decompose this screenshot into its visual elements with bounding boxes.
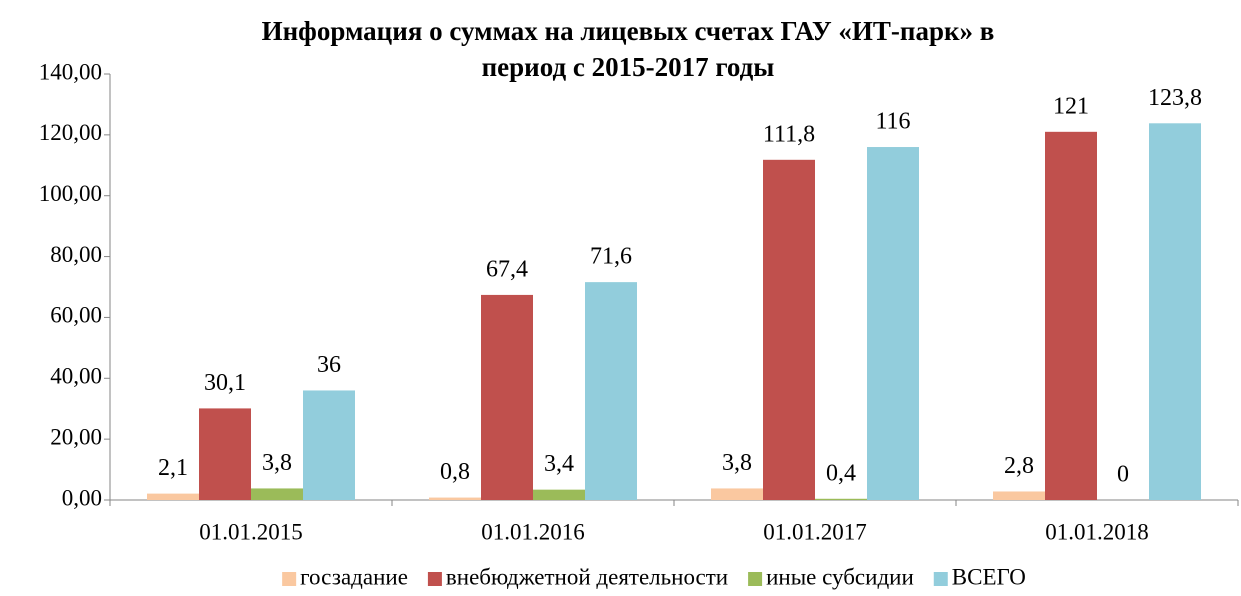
bar bbox=[815, 498, 867, 500]
bar bbox=[199, 408, 251, 500]
y-tick-label: 140,00 bbox=[39, 59, 102, 84]
bar bbox=[481, 294, 533, 500]
data-label: 2,1 bbox=[158, 455, 188, 481]
y-tick-label: 20,00 bbox=[50, 424, 102, 449]
data-label: 36 bbox=[317, 352, 341, 378]
y-tick-label: 40,00 bbox=[50, 364, 102, 389]
legend-label: госзадание bbox=[300, 564, 408, 589]
bar bbox=[429, 497, 481, 500]
legend-label: ВСЕГО bbox=[952, 564, 1026, 589]
data-label: 116 bbox=[875, 109, 910, 135]
y-tick-label: 60,00 bbox=[50, 303, 102, 328]
data-label: 67,4 bbox=[486, 256, 528, 282]
data-label: 121 bbox=[1053, 93, 1089, 119]
bar bbox=[711, 488, 763, 500]
chart-title: Информация о суммах на лицевых счетах ГА… bbox=[262, 16, 995, 46]
legend-swatch bbox=[933, 572, 948, 586]
data-label: 3,8 bbox=[722, 450, 752, 476]
bar bbox=[147, 493, 199, 500]
data-label: 0 bbox=[1117, 462, 1129, 488]
x-tick-label: 01.01.2017 bbox=[763, 519, 867, 544]
bar bbox=[585, 282, 637, 500]
x-tick-label: 01.01.2018 bbox=[1045, 519, 1149, 544]
y-tick-label: 120,00 bbox=[39, 120, 102, 145]
x-tick-label: 01.01.2016 bbox=[481, 519, 585, 544]
legend-swatch bbox=[282, 572, 297, 586]
bar bbox=[533, 489, 585, 500]
legend-swatch bbox=[748, 572, 763, 586]
legend-label: иные субсидии bbox=[766, 564, 914, 589]
bar bbox=[867, 147, 919, 500]
x-tick-label: 01.01.2015 bbox=[199, 519, 303, 544]
bar bbox=[303, 390, 355, 500]
legend-label: внебюджетной деятельности bbox=[446, 564, 728, 589]
bar bbox=[993, 491, 1045, 500]
bar bbox=[251, 488, 303, 500]
data-label: 123,8 bbox=[1148, 85, 1202, 111]
data-label: 111,8 bbox=[763, 121, 815, 147]
data-label: 71,6 bbox=[590, 244, 632, 270]
y-tick-label: 0,00 bbox=[62, 485, 102, 510]
y-tick-label: 80,00 bbox=[50, 242, 102, 267]
data-label: 2,8 bbox=[1004, 453, 1034, 479]
bar bbox=[1045, 131, 1097, 501]
data-label: 0,8 bbox=[440, 459, 470, 485]
data-label: 3,4 bbox=[544, 451, 574, 477]
data-label: 0,4 bbox=[826, 460, 856, 486]
data-label: 30,1 bbox=[204, 370, 246, 396]
data-label: 3,8 bbox=[262, 450, 292, 476]
bar bbox=[1149, 123, 1201, 501]
y-tick-label: 100,00 bbox=[39, 181, 102, 206]
chart-title: период с 2015-2017 годы bbox=[482, 52, 775, 82]
bar bbox=[763, 159, 815, 500]
legend-swatch bbox=[427, 572, 442, 586]
